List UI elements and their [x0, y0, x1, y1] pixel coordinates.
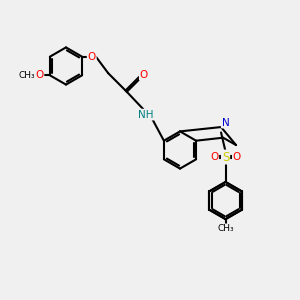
Text: O: O [35, 70, 44, 80]
Text: O: O [140, 70, 148, 80]
Text: N: N [222, 118, 230, 128]
Text: O: O [233, 152, 241, 162]
Text: S: S [222, 151, 229, 164]
Text: O: O [210, 152, 218, 162]
Text: O: O [88, 52, 96, 62]
Text: NH: NH [138, 110, 154, 120]
Text: CH₃: CH₃ [19, 71, 35, 80]
Text: CH₃: CH₃ [217, 224, 234, 233]
